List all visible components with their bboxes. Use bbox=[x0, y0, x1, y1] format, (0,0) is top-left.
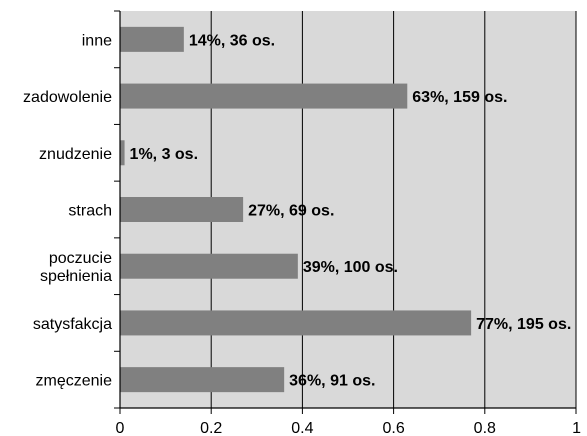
x-tick-label: 0.8 bbox=[474, 420, 496, 436]
x-tick-label: 0.6 bbox=[382, 420, 404, 436]
data-label: 36%, 91 os. bbox=[289, 373, 375, 390]
bar bbox=[120, 83, 408, 109]
category-label: inne bbox=[82, 32, 112, 49]
bar-series bbox=[120, 26, 472, 393]
bar bbox=[120, 253, 298, 279]
value-axis: 0 0.2 0.4 0.6 0.8 1 bbox=[116, 407, 581, 436]
data-labels: 14%, 36 os. 63%, 159 os. 1%, 3 os. 27%, 69 … bbox=[130, 32, 572, 389]
category-label: zadowolenie bbox=[23, 89, 112, 106]
bar bbox=[120, 26, 184, 52]
data-label: 77%, 195 os. bbox=[476, 316, 571, 333]
x-tick-label: 0 bbox=[116, 420, 125, 436]
data-label: 14%, 36 os. bbox=[189, 32, 275, 49]
category-label: satysfakcja bbox=[33, 316, 112, 333]
bar bbox=[120, 140, 125, 166]
bar bbox=[120, 197, 244, 222]
category-label: znudzenie bbox=[39, 146, 112, 163]
data-label: 39%, 100 os. bbox=[303, 259, 398, 276]
category-axis: inne zadowolenie znudzenie strach poczuciesp… bbox=[23, 10, 121, 409]
category-label: spełnienia bbox=[40, 268, 112, 285]
x-tick-label: 1 bbox=[572, 420, 581, 436]
x-tick-label: 0.2 bbox=[200, 420, 222, 436]
category-label: zmęczenie bbox=[36, 373, 113, 390]
data-label: 1%, 3 os. bbox=[130, 146, 198, 163]
bar bbox=[120, 310, 472, 336]
data-label: 63%, 159 os. bbox=[412, 89, 507, 106]
category-label: strach bbox=[68, 203, 112, 220]
category-label: poczucie bbox=[49, 250, 112, 267]
bar bbox=[120, 367, 285, 393]
x-tick-label: 0.4 bbox=[291, 420, 313, 436]
data-label: 27%, 69 os. bbox=[248, 203, 334, 220]
